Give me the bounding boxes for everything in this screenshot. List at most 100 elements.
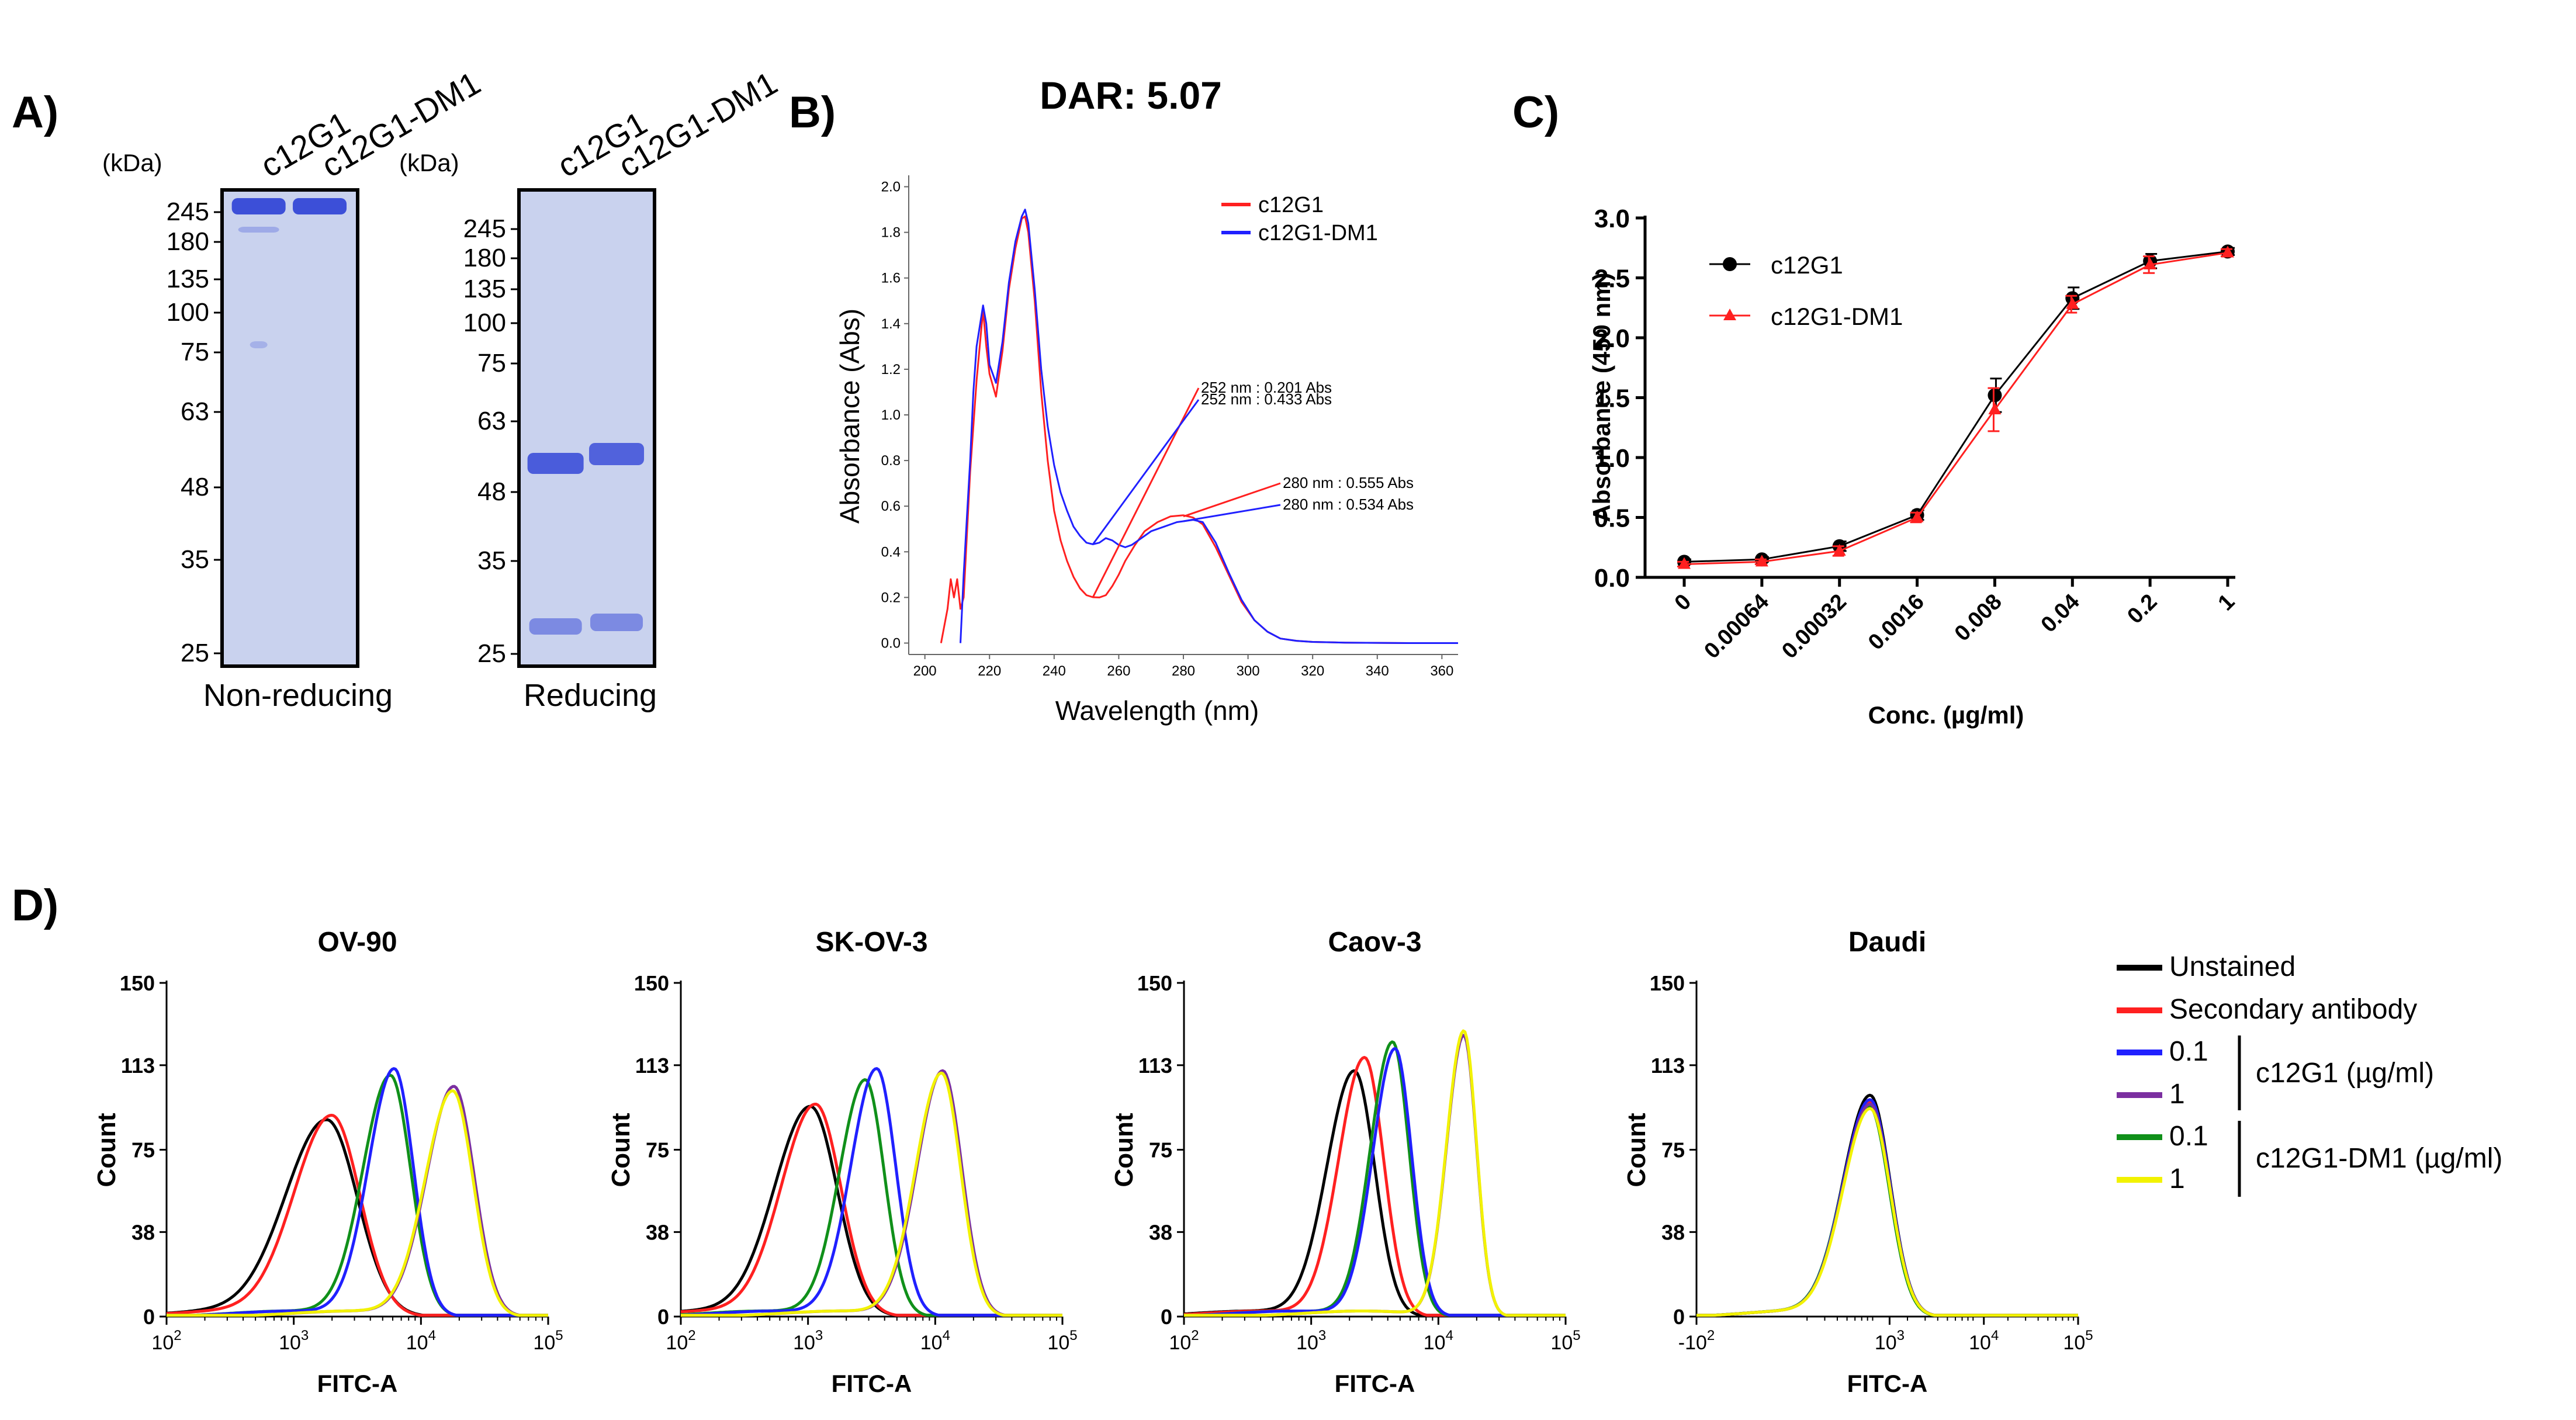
y-tick-label: 2.5 [1594,265,1630,293]
tick-base: -10 [1678,1332,1707,1354]
panel-label-b: B) [789,88,836,137]
x-tick-label: 1 [2214,590,2240,616]
y-axis-label: Absorbance (450 nm) [1588,272,1615,522]
histogram-trace-black [166,1118,548,1317]
legend-label: 1 [2169,1163,2185,1194]
marker-label: 35 [477,546,506,575]
x-tick-label: 300 [1237,663,1260,679]
y-tick-label: 0.5 [1594,504,1630,533]
tick-exponent: 4 [943,1328,950,1343]
y-axis-label: Count [1622,1113,1651,1187]
y-tick-label: 1.2 [881,362,901,377]
x-tick-label: 260 [1107,663,1130,679]
histogram-trace-blue [1184,1047,1566,1317]
tick-base: 10 [1424,1332,1446,1354]
x-tick-label: 102 [151,1328,181,1354]
y-axis-label: Absorbance (Abs) [835,309,865,524]
tick-base: 10 [1550,1332,1573,1354]
x-tick-label: -102 [1678,1328,1715,1354]
histogram-trace-yellow [681,1071,1062,1317]
legend-label: Unstained [2169,951,2295,982]
y-axis-label: Count [607,1113,635,1187]
x-axis-label: FITC-A [832,1370,912,1397]
y-tick-label: 75 [131,1138,155,1162]
x-tick-label: 103 [279,1328,309,1354]
histogram-trace-green [680,1078,1062,1317]
y-tick-label: 0.2 [881,590,901,605]
marker-label: 75 [181,338,209,366]
legend-label: c12G1-DM1 [1771,303,1903,330]
gel-title: Non-reducing [203,678,393,713]
legend-label: 0.1 [2169,1121,2208,1152]
x-axis-label: Wavelength (nm) [1055,695,1259,726]
y-tick-label: 1.5 [1594,385,1630,413]
y-tick-label: 2.0 [881,179,901,195]
y-tick-label: 3.0 [1594,205,1630,233]
spectrum-line-c12g1 [940,215,1458,644]
gel-title: Reducing [524,678,657,713]
y-tick-label: 1.8 [881,225,901,241]
annotation-leader [1092,399,1200,545]
histogram-trace-blue [167,1067,548,1317]
marker-label: 135 [167,265,209,293]
tick-base: 10 [279,1332,301,1354]
protein-band [231,198,286,214]
y-tick-label: 1.0 [881,407,901,423]
histogram-trace-purple [681,1069,1062,1317]
x-tick-label: 103 [1296,1328,1326,1354]
y-tick-label: 1.0 [1594,444,1630,473]
spectrum-line-c12g1-dm1 [960,209,1458,644]
legend-label: 1 [2169,1079,2185,1110]
protein-band [589,443,645,465]
legend-marker [1723,257,1737,271]
x-tick-label: 360 [1430,663,1453,679]
x-tick-label: 105 [1550,1328,1580,1354]
histogram-trace-red [166,1114,548,1317]
histogram-trace-blue [1696,1098,2078,1317]
x-axis-label: Conc. (µg/ml) [1868,701,2024,729]
tick-exponent: 5 [1573,1328,1580,1343]
kda-label: (kDa) [102,149,162,176]
elisa-chart: 0.00.51.01.52.02.53.00 0.00064 0.00032 0.00… [1588,205,2239,729]
y-tick-label: 1.6 [881,271,901,286]
y-tick-label: 38 [131,1220,155,1244]
y-tick-label: 0 [657,1305,669,1329]
tick-base: 10 [151,1332,174,1354]
legend-group-label: c12G1-DM1 (µg/ml) [2256,1143,2502,1174]
y-tick-label: 2.0 [1594,324,1630,353]
x-tick-label: 0 [1670,590,1696,616]
tick-base: 10 [1047,1332,1069,1354]
marker-label: 75 [477,349,506,377]
tick-base: 10 [666,1332,688,1354]
gel-frame [517,188,656,668]
gel-reducing: c12G1c12G1-DM1(kDa)245180135100756348352… [399,64,783,713]
tick-base: 10 [1169,1332,1191,1354]
gel-frame [220,188,359,668]
histogram-trace-purple [1696,1102,2078,1317]
tick-exponent: 2 [174,1328,181,1343]
y-tick-label: 0.0 [881,635,901,651]
tick-exponent: 2 [1191,1328,1199,1343]
annotation-leader [1183,504,1281,522]
tick-base: 10 [1875,1332,1897,1354]
annotation-label: 252 nm : 0.433 Abs [1201,390,1332,408]
y-tick-label: 113 [121,1054,155,1078]
tick-exponent: 5 [1069,1328,1077,1343]
annotation-label: 252 nm : 0.201 Abs [1201,379,1332,396]
y-tick-label: 38 [646,1220,669,1244]
histogram-title: SK-OV-3 [815,927,927,958]
annotation-leader [1183,482,1281,518]
marker-label: 180 [463,244,506,272]
x-axis-label: FITC-A [1335,1370,1415,1397]
panel-label-a: A) [12,88,58,137]
histogram-trace-blue [680,1067,1062,1317]
legend-label: c12G1 [1771,251,1843,279]
histogram-trace-black [680,1104,1062,1317]
tick-base: 10 [1969,1332,1991,1354]
protein-band [293,198,347,214]
x-tick-label: 340 [1366,663,1389,679]
data-point [1988,388,2002,403]
protein-band [250,341,268,348]
